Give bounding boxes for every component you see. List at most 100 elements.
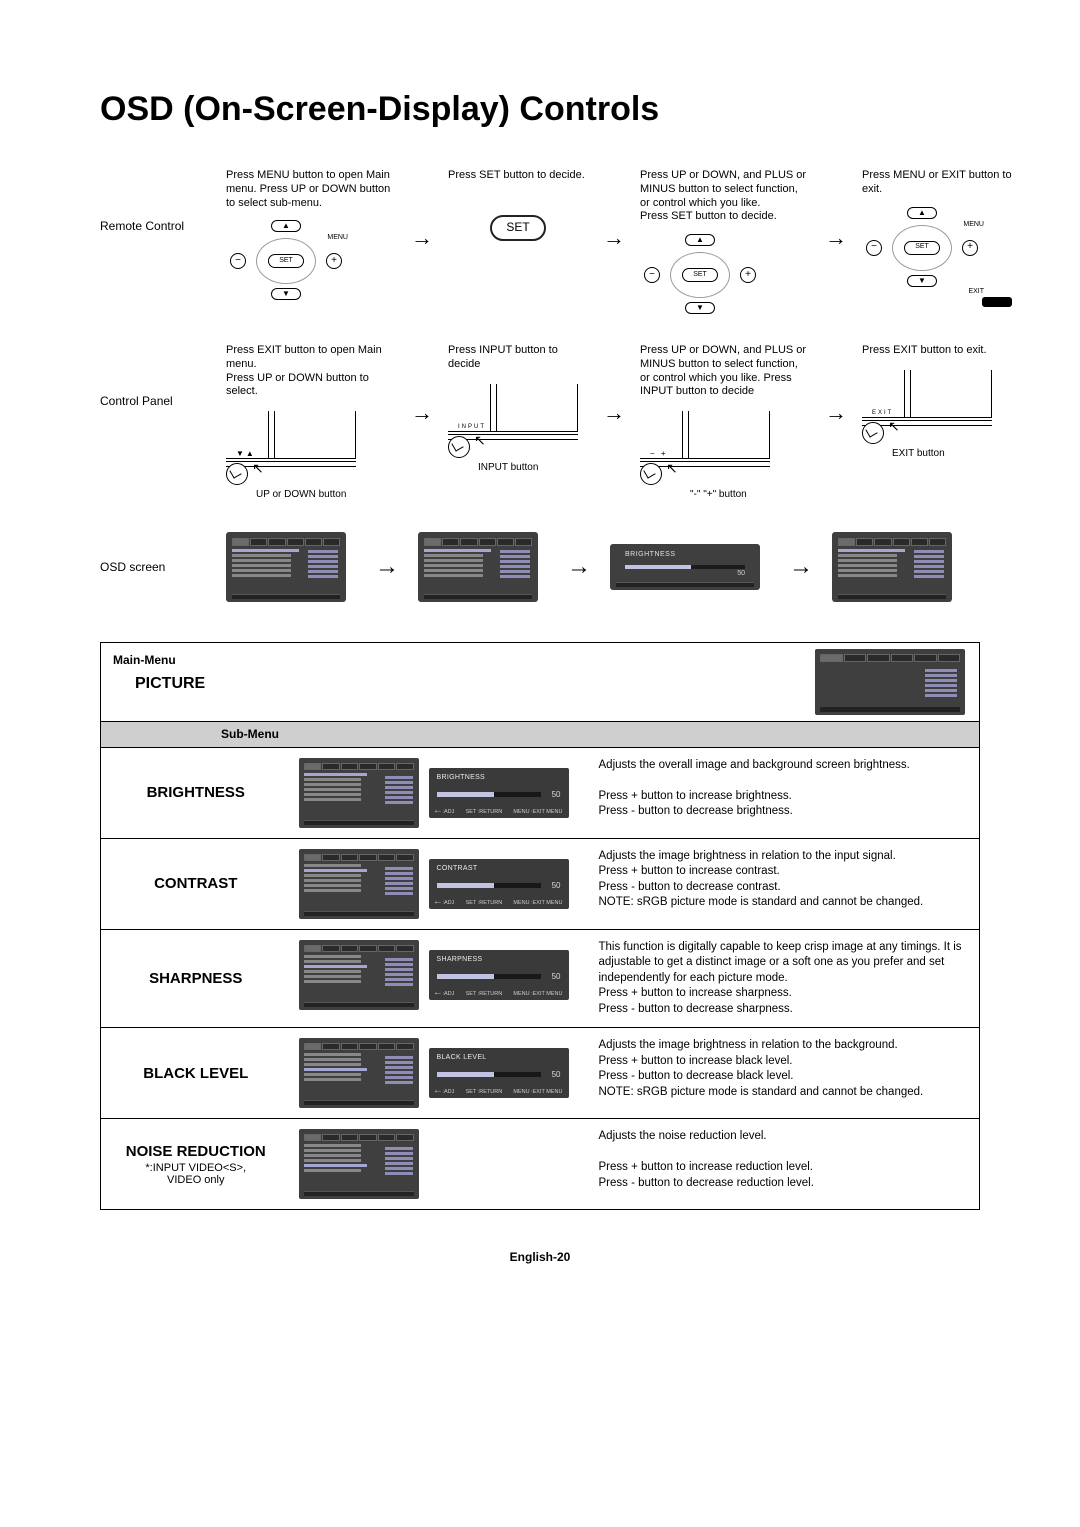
submenu-desc: Adjusts the image brightness in relation… bbox=[591, 838, 980, 929]
up-icon: ▲ bbox=[907, 207, 937, 219]
panel-step2: Press INPUT button to decide bbox=[448, 344, 588, 372]
plus-icon: + bbox=[962, 240, 978, 256]
set-button-icon: SET bbox=[904, 241, 940, 255]
page-footer: English-20 bbox=[100, 1250, 980, 1264]
adj-value: 50 bbox=[552, 1070, 561, 1079]
menu-thumb bbox=[299, 758, 419, 828]
picture-thumb bbox=[815, 649, 965, 715]
adjust-thumb: BLACK LEVEL50+− :ADJSET :RETURNMENU :EXI… bbox=[429, 1048, 569, 1098]
plus-icon: + bbox=[326, 253, 342, 269]
remote-step3: Press UP or DOWN, and PLUS or MINUS butt… bbox=[640, 169, 810, 224]
set-pill: SET bbox=[490, 215, 546, 241]
submenu-desc: Adjusts the noise reduction level. Press… bbox=[591, 1119, 980, 1210]
osd-thumb-2 bbox=[418, 532, 538, 602]
panel-row-label: Control Panel bbox=[100, 344, 220, 409]
remote-diagram-1: ▲ ▼ − + SET MENU bbox=[226, 220, 346, 300]
exit-button-icon bbox=[982, 297, 1012, 307]
arrow-icon: → bbox=[816, 344, 856, 427]
panel-caption-2: INPUT button bbox=[448, 462, 588, 475]
thumb-cell bbox=[291, 1119, 591, 1210]
remote-row-label: Remote Control bbox=[100, 169, 220, 234]
adjust-thumb: BRIGHTNESS50+− :ADJSET :RETURNMENU :EXIT… bbox=[429, 768, 569, 818]
osd-thumb-3 bbox=[832, 532, 952, 602]
submenu-name: BRIGHTNESS bbox=[101, 747, 291, 838]
table-row: BRIGHTNESSBRIGHTNESS50+− :ADJSET :RETURN… bbox=[101, 747, 980, 838]
panel-caption-1: UP or DOWN button bbox=[226, 489, 396, 502]
set-button-icon: SET bbox=[682, 268, 718, 282]
panel-symbol: INPUT bbox=[458, 424, 486, 432]
main-menu-label: Main-Menu bbox=[101, 643, 591, 667]
panel-diagram-1: ▼▲ ↖ bbox=[226, 411, 356, 481]
panel-step3: Press UP or DOWN, and PLUS or MINUS butt… bbox=[640, 344, 810, 399]
arrow-icon: → bbox=[776, 553, 826, 581]
panel-symbol: EXIT bbox=[872, 410, 893, 418]
panel-step4: Press EXIT button to exit. bbox=[862, 344, 1012, 358]
table-row: CONTRAST CONTRAST50+− :ADJSET :RETURNMENU… bbox=[101, 838, 980, 929]
minus-icon: − bbox=[644, 267, 660, 283]
submenu-note: *:INPUT VIDEO<S>, VIDEO only bbox=[107, 1162, 285, 1186]
panel-diagram-3: − + ↖ bbox=[640, 411, 770, 481]
submenu-desc: This function is digitally capable to ke… bbox=[591, 929, 980, 1028]
set-button-icon: SET bbox=[268, 254, 304, 268]
arrow-icon: → bbox=[402, 344, 442, 427]
plus-icon: + bbox=[740, 267, 756, 283]
menu-label: MENU bbox=[327, 234, 348, 243]
panel-diagram-2: INPUT ↖ bbox=[448, 384, 578, 454]
arrow-icon: → bbox=[594, 169, 634, 252]
submenu-name: CONTRAST bbox=[101, 838, 291, 929]
thumb-cell: SHARPNESS50+− :ADJSET :RETURNMENU :EXIT … bbox=[291, 929, 591, 1028]
menu-table: Main-Menu PICTURE Sub-Menu BRIGHTNESS BRI… bbox=[100, 642, 980, 1211]
thumb-cell: BRIGHTNESS50+− :ADJSET :RETURNMENU :EXIT… bbox=[291, 747, 591, 838]
menu-thumb bbox=[299, 1129, 419, 1199]
panel-symbol: − + bbox=[650, 449, 668, 459]
panel-step1: Press EXIT button to open Main menu. Pre… bbox=[226, 344, 396, 399]
remote-step4: Press MENU or EXIT button to exit. bbox=[862, 169, 1012, 197]
osd-thumb-slider: BRIGHTNESS 50 bbox=[610, 544, 760, 590]
table-row: SHARPNESSSHARPNESS50+− :ADJSET :RETURNME… bbox=[101, 929, 980, 1028]
adjust-thumb: CONTRAST50+− :ADJSET :RETURNMENU :EXIT M… bbox=[429, 859, 569, 909]
adj-value: 50 bbox=[552, 790, 561, 799]
remote-step2: Press SET button to decide. bbox=[448, 169, 588, 183]
down-icon: ▼ bbox=[271, 288, 301, 300]
submenu-name: BLACK LEVEL bbox=[101, 1028, 291, 1119]
adj-value: 50 bbox=[552, 972, 561, 981]
osd-thumb-1 bbox=[226, 532, 346, 602]
picture-heading: PICTURE bbox=[101, 667, 591, 707]
adj-title: BLACK LEVEL bbox=[437, 1054, 487, 1061]
arrow-icon: → bbox=[594, 344, 634, 427]
adj-title: BRIGHTNESS bbox=[437, 774, 486, 781]
slider-value: 50 bbox=[737, 570, 745, 577]
submenu-name: NOISE REDUCTION*:INPUT VIDEO<S>, VIDEO o… bbox=[101, 1119, 291, 1210]
thumb-cell: BLACK LEVEL50+− :ADJSET :RETURNMENU :EXI… bbox=[291, 1028, 591, 1119]
up-icon: ▲ bbox=[271, 220, 301, 232]
panel-diagram-4: EXIT ↖ bbox=[862, 370, 992, 440]
table-row: NOISE REDUCTION*:INPUT VIDEO<S>, VIDEO o… bbox=[101, 1119, 980, 1210]
arrow-icon: → bbox=[362, 553, 412, 581]
sub-menu-label: Sub-Menu bbox=[101, 721, 291, 747]
panel-row: Control Panel Press EXIT button to open … bbox=[100, 344, 980, 502]
arrow-icon: → bbox=[402, 169, 442, 252]
exit-label: EXIT bbox=[968, 288, 984, 297]
osd-row-label: OSD screen bbox=[100, 560, 220, 574]
thumb-cell: CONTRAST50+− :ADJSET :RETURNMENU :EXIT M… bbox=[291, 838, 591, 929]
up-icon: ▲ bbox=[685, 234, 715, 246]
remote-diagram-2: ▲ ▼ − + SET bbox=[640, 234, 760, 314]
down-icon: ▼ bbox=[907, 275, 937, 287]
remote-step1: Press MENU button to open Main menu. Pre… bbox=[226, 169, 396, 210]
arrow-icon: → bbox=[554, 553, 604, 581]
adj-value: 50 bbox=[552, 881, 561, 890]
submenu-desc: Adjusts the overall image and background… bbox=[591, 747, 980, 838]
panel-caption-4: EXIT button bbox=[862, 448, 1012, 461]
submenu-desc: Adjusts the image brightness in relation… bbox=[591, 1028, 980, 1119]
menu-thumb bbox=[299, 849, 419, 919]
osd-row: OSD screen → → BRIGHTNESS 50 → bbox=[100, 532, 980, 602]
slider-title: BRIGHTNESS bbox=[625, 551, 676, 558]
table-row: BLACK LEVELBLACK LEVEL50+− :ADJSET :RETU… bbox=[101, 1028, 980, 1119]
minus-icon: − bbox=[230, 253, 246, 269]
arrow-icon: → bbox=[816, 169, 856, 252]
submenu-name: SHARPNESS bbox=[101, 929, 291, 1028]
menu-thumb bbox=[299, 940, 419, 1010]
remote-row: Remote Control Press MENU button to open… bbox=[100, 169, 980, 314]
remote-diagram-3: ▲ ▼ − + SET MENU EXIT bbox=[862, 207, 982, 287]
page-title: OSD (On-Screen-Display) Controls bbox=[100, 90, 980, 129]
